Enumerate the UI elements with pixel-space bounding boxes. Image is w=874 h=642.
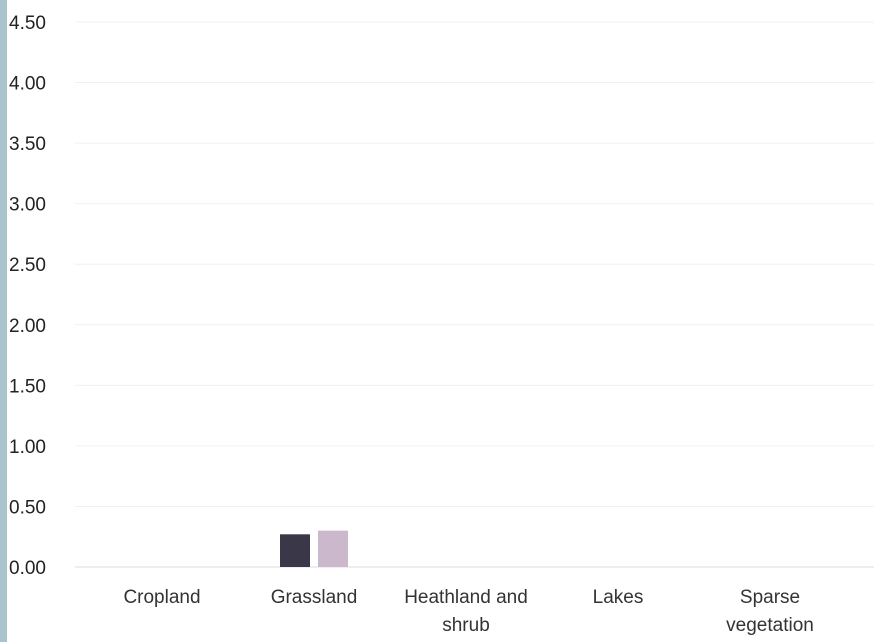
bar <box>318 530 348 567</box>
bar <box>280 534 310 567</box>
x-category-label: Lakes <box>593 587 644 608</box>
y-tick-label: 1.50 <box>9 376 46 397</box>
x-category-label: Heathland and <box>404 587 528 608</box>
y-tick-label: 0.00 <box>9 558 46 579</box>
y-tick-label: 4.00 <box>9 74 46 95</box>
y-tick-label: 0.50 <box>9 497 46 518</box>
y-tick-label: 4.50 <box>9 13 46 34</box>
x-category-label: vegetation <box>726 615 814 636</box>
y-tick-label: 3.00 <box>9 195 46 216</box>
x-axis-category-labels: Cropland Grassland Heathland and shrub Lakes… <box>123 587 813 636</box>
y-tick-label: 1.00 <box>9 437 46 458</box>
x-category-label: Grassland <box>271 587 358 608</box>
gridlines <box>75 21 874 568</box>
bars <box>280 530 348 567</box>
y-tick-label: 2.50 <box>9 255 46 276</box>
y-axis-tick-labels: 0.00 0.50 1.00 1.50 2.00 2.50 3.00 3.50 4.00 4.50 <box>9 13 46 579</box>
x-category-label: Cropland <box>123 587 200 608</box>
left-edge-strip <box>0 0 7 642</box>
x-category-label: Sparse <box>740 587 800 608</box>
x-category-label: shrub <box>442 615 490 636</box>
y-tick-label: 2.00 <box>9 316 46 337</box>
y-tick-label: 3.50 <box>9 134 46 155</box>
